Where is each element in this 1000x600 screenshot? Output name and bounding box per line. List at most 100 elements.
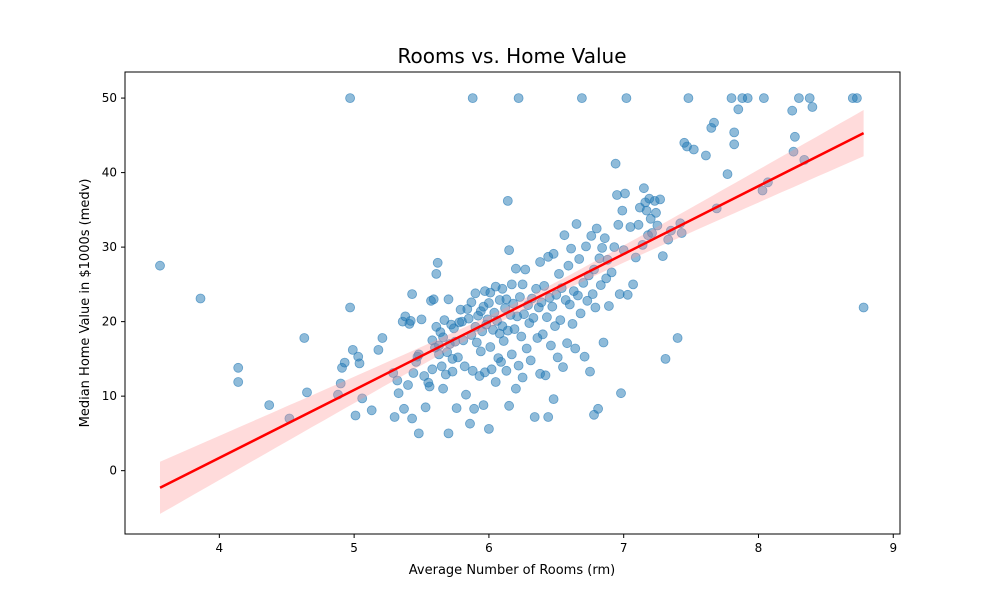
data-point <box>443 428 454 439</box>
confidence-band <box>160 110 864 514</box>
data-point <box>264 400 275 411</box>
y-axis: 0 10 20 30 40 50 <box>102 91 125 478</box>
data-point <box>451 403 462 414</box>
data-point <box>759 93 769 103</box>
data-point <box>620 188 630 199</box>
data-point <box>466 297 477 308</box>
data-point <box>496 356 506 367</box>
data-point <box>508 298 519 309</box>
data-point <box>726 93 737 103</box>
data-point <box>195 293 206 304</box>
data-point <box>498 336 509 346</box>
data-point <box>339 357 350 368</box>
data-point <box>630 252 641 263</box>
data-point <box>483 423 494 434</box>
data-point <box>555 315 566 326</box>
data-point <box>431 268 442 279</box>
data-point <box>578 277 589 288</box>
plot-frame <box>124 71 901 535</box>
data-point <box>663 234 674 245</box>
data-point <box>155 260 165 271</box>
data-point <box>628 279 638 290</box>
data-point <box>577 93 587 103</box>
data-point <box>299 333 310 343</box>
data-point <box>405 315 416 326</box>
data-point <box>701 150 711 161</box>
data-point <box>432 257 443 268</box>
data-point <box>616 388 626 399</box>
y-tick-label: 50 <box>102 91 117 105</box>
data-point <box>525 355 536 366</box>
data-point <box>729 127 740 138</box>
x-tick-label: 4 <box>216 541 224 555</box>
data-point <box>558 362 568 373</box>
data-point <box>540 370 551 381</box>
data-point <box>617 205 628 216</box>
data-point <box>571 219 582 229</box>
data-point <box>345 93 356 103</box>
data-point <box>485 342 496 352</box>
data-point <box>599 233 610 244</box>
data-point <box>676 228 687 238</box>
y-axis-label: Median Home Value in $1000s (medv) <box>78 179 93 428</box>
data-point <box>354 358 365 369</box>
data-point <box>467 93 478 103</box>
data-point <box>536 297 547 308</box>
data-point <box>546 340 556 351</box>
data-point <box>470 288 481 299</box>
data-point <box>447 366 458 377</box>
y-tick-label: 0 <box>109 464 117 478</box>
data-point <box>614 289 625 300</box>
y-tick-label: 10 <box>102 389 117 403</box>
data-point <box>467 365 478 376</box>
data-point <box>622 289 633 300</box>
data-point <box>641 205 652 216</box>
y-tick-label: 20 <box>102 315 117 329</box>
data-point <box>516 331 527 342</box>
data-point <box>652 220 663 231</box>
data-point <box>427 364 438 375</box>
data-point <box>502 195 513 206</box>
data-point <box>672 333 683 343</box>
data-point <box>598 337 609 348</box>
data-point <box>504 245 515 256</box>
data-point <box>794 93 804 103</box>
data-point <box>506 349 517 360</box>
data-point <box>501 294 512 305</box>
plot-area <box>155 93 869 514</box>
data-point <box>517 372 528 383</box>
data-point <box>567 318 578 329</box>
data-point <box>389 412 400 422</box>
data-point <box>439 315 450 326</box>
data-point <box>742 93 753 103</box>
data-point <box>604 301 614 311</box>
data-point <box>486 364 497 375</box>
data-points <box>155 93 869 439</box>
data-point <box>733 104 744 115</box>
data-point <box>513 360 524 371</box>
data-point <box>428 294 439 305</box>
data-point <box>521 343 532 354</box>
data-point <box>585 366 595 377</box>
data-point <box>471 337 482 348</box>
data-point <box>357 393 368 404</box>
data-point <box>625 222 636 232</box>
data-point <box>551 289 562 300</box>
data-point <box>757 185 768 196</box>
data-point <box>688 144 699 155</box>
data-point <box>542 312 552 323</box>
data-point <box>807 102 818 112</box>
data-point <box>787 105 798 116</box>
y-tick-label: 40 <box>102 166 117 180</box>
data-point <box>552 352 563 363</box>
x-tick-label: 9 <box>889 541 897 555</box>
data-point <box>392 375 403 386</box>
data-point <box>609 242 620 253</box>
data-point <box>501 365 512 376</box>
data-point <box>504 400 515 411</box>
data-point <box>424 381 435 392</box>
data-point <box>416 314 427 325</box>
data-point <box>547 301 558 312</box>
data-point <box>548 394 559 405</box>
data-point <box>438 332 449 343</box>
